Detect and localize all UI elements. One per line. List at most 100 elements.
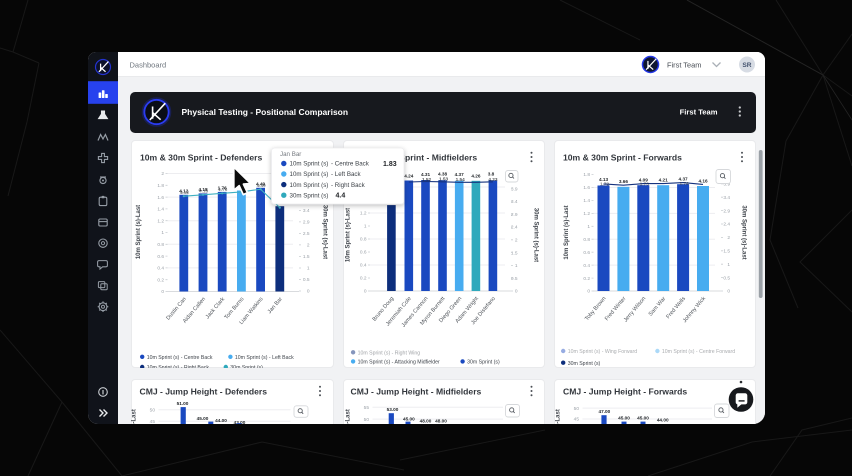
svg-text:45: 45 <box>150 419 156 425</box>
svg-text:2: 2 <box>161 171 164 177</box>
svg-text:First Team: First Team <box>667 60 701 69</box>
svg-text:0.5: 0.5 <box>511 276 518 282</box>
svg-text:1.6: 1.6 <box>583 185 590 191</box>
svg-text:SR: SR <box>742 62 751 69</box>
svg-text:2: 2 <box>515 238 518 244</box>
svg-text:4.23: 4.23 <box>488 177 498 182</box>
svg-text:0.8: 0.8 <box>360 237 367 243</box>
svg-text:43.00: 43.00 <box>234 420 246 425</box>
svg-text:45.00: 45.00 <box>618 416 630 421</box>
svg-text:4.31: 4.31 <box>421 172 431 177</box>
svg-text:0.5: 0.5 <box>303 277 310 283</box>
svg-text:2.4: 2.4 <box>723 222 730 228</box>
svg-text:First Team: First Team <box>680 108 718 117</box>
svg-text:1.5: 1.5 <box>303 254 310 260</box>
svg-text:1.2: 1.2 <box>360 211 367 217</box>
svg-text:10m & 30m Sprint - Midfielders: 10m & 30m Sprint - Midfielders <box>352 153 478 163</box>
svg-text:CMJ - Jump Height - Forwards: CMJ - Jump Height - Forwards <box>563 387 687 397</box>
svg-text:10m Sprint (s): 10m Sprint (s) <box>290 182 329 189</box>
svg-text:CMJ - Jump Height - Midfielder: CMJ - Jump Height - Midfielders <box>351 387 482 397</box>
svg-text:0.5: 0.5 <box>723 275 730 281</box>
svg-text:10m Sprint (s) - Centre Forwar: 10m Sprint (s) - Centre Forward <box>662 349 735 355</box>
svg-text:Jan Bar: Jan Bar <box>280 151 301 158</box>
svg-text:10m Sprint (s) - Right Wing: 10m Sprint (s) - Right Wing <box>358 350 421 356</box>
svg-text:44.00: 44.00 <box>215 418 227 423</box>
svg-text:0: 0 <box>515 289 518 295</box>
svg-text:3.4: 3.4 <box>511 199 518 205</box>
svg-text:10m Sprint (s) - Right Back: 10m Sprint (s) - Right Back <box>147 365 210 371</box>
svg-text:CMJ Height (cm)-Last: CMJ Height (cm)-Last <box>556 409 562 471</box>
svg-text:55: 55 <box>364 405 370 411</box>
svg-text:1: 1 <box>727 262 730 268</box>
svg-text:2.9: 2.9 <box>511 212 518 218</box>
svg-text:30m Sprint (s): 30m Sprint (s) <box>467 360 500 366</box>
svg-text:4.13: 4.13 <box>599 177 609 182</box>
svg-text:CMJ - Jump Height - Defenders: CMJ - Jump Height - Defenders <box>140 387 268 397</box>
svg-text:10m Sprint (s)-Last: 10m Sprint (s)-Last <box>136 205 142 259</box>
svg-text:0.2: 0.2 <box>157 277 164 283</box>
svg-text:3.8: 3.8 <box>488 172 495 177</box>
svg-text:30m Sprint (s): 30m Sprint (s) <box>290 192 329 199</box>
svg-text:1.8: 1.8 <box>157 183 164 189</box>
svg-text:CMJ Height (cm)-Last: CMJ Height (cm)-Last <box>346 409 352 471</box>
svg-text:4.38: 4.38 <box>438 172 448 177</box>
svg-text:50: 50 <box>364 417 370 423</box>
svg-text:4.37: 4.37 <box>679 177 689 182</box>
svg-text:53.00: 53.00 <box>387 407 399 412</box>
svg-text:0: 0 <box>727 289 730 295</box>
svg-text:0.2: 0.2 <box>360 276 367 282</box>
svg-text:0: 0 <box>161 289 164 295</box>
svg-text:45.00: 45.00 <box>197 416 209 421</box>
svg-text:1.74: 1.74 <box>680 181 690 186</box>
svg-text:0: 0 <box>307 289 310 295</box>
svg-text:4.49: 4.49 <box>257 183 267 188</box>
svg-text:1: 1 <box>587 224 590 230</box>
svg-text:10m Sprint (s): 10m Sprint (s) <box>290 161 329 168</box>
svg-text:10m Sprint (s) - Left Back: 10m Sprint (s) - Left Back <box>235 355 294 361</box>
svg-text:10m Sprint (s) - Centre Back: 10m Sprint (s) - Centre Back <box>147 355 213 361</box>
svg-text:0.4: 0.4 <box>157 266 164 272</box>
svg-text:50: 50 <box>150 407 156 413</box>
svg-text:0.4: 0.4 <box>360 263 367 269</box>
svg-text:1.4: 1.4 <box>583 198 590 204</box>
svg-text:30m Sprint (s)-Last: 30m Sprint (s)-Last <box>322 205 328 259</box>
svg-text:4.26: 4.26 <box>471 174 481 179</box>
svg-text:4.4: 4.4 <box>336 193 346 200</box>
svg-text:2.4: 2.4 <box>511 225 518 231</box>
svg-text:1.52: 1.52 <box>422 177 432 182</box>
svg-text:4.09: 4.09 <box>639 177 649 182</box>
svg-text:10m & 30m Sprint - Defenders: 10m & 30m Sprint - Defenders <box>140 153 262 163</box>
svg-text:4.24: 4.24 <box>404 174 414 179</box>
svg-text:10m Sprint (s)-Last: 10m Sprint (s)-Last <box>564 205 570 259</box>
svg-text:1.6: 1.6 <box>157 195 164 201</box>
svg-text:0.8: 0.8 <box>583 237 590 243</box>
svg-text:10m Sprint (s): 10m Sprint (s) <box>290 171 329 178</box>
svg-text:1.54: 1.54 <box>456 177 466 182</box>
svg-text:- Right Back: - Right Back <box>331 182 366 189</box>
svg-text:1.5: 1.5 <box>723 249 730 255</box>
svg-text:Physical Testing - Positional: Physical Testing - Positional Comparison <box>182 107 349 117</box>
svg-text:CMJ Height (cm)-Last: CMJ Height (cm)-Last <box>132 409 138 471</box>
svg-text:47.00: 47.00 <box>599 409 611 414</box>
svg-text:4.12: 4.12 <box>179 188 189 193</box>
svg-text:2.9: 2.9 <box>723 208 730 214</box>
svg-text:Dashboard: Dashboard <box>130 61 167 70</box>
svg-text:4.49: 4.49 <box>256 181 266 186</box>
svg-text:3.4: 3.4 <box>303 208 310 214</box>
svg-text:1: 1 <box>515 263 518 269</box>
svg-text:45.00: 45.00 <box>637 416 649 421</box>
svg-text:50: 50 <box>574 406 580 412</box>
svg-text:30m Sprint (s)-Last: 30m Sprint (s)-Last <box>741 205 747 259</box>
svg-text:3.4: 3.4 <box>723 195 730 201</box>
svg-text:1.53: 1.53 <box>439 177 449 182</box>
svg-text:45.00: 45.00 <box>403 416 415 421</box>
svg-text:1.8: 1.8 <box>583 172 590 178</box>
svg-text:48.00: 48.00 <box>420 418 432 423</box>
svg-text:30m Sprint (s): 30m Sprint (s) <box>568 361 601 367</box>
svg-text:4.18: 4.18 <box>198 187 208 192</box>
svg-text:1: 1 <box>307 266 310 272</box>
svg-text:0.4: 0.4 <box>583 263 590 269</box>
svg-text:1.76: 1.76 <box>218 185 228 190</box>
svg-text:4.21: 4.21 <box>659 177 669 182</box>
svg-text:1.72: 1.72 <box>600 181 610 186</box>
